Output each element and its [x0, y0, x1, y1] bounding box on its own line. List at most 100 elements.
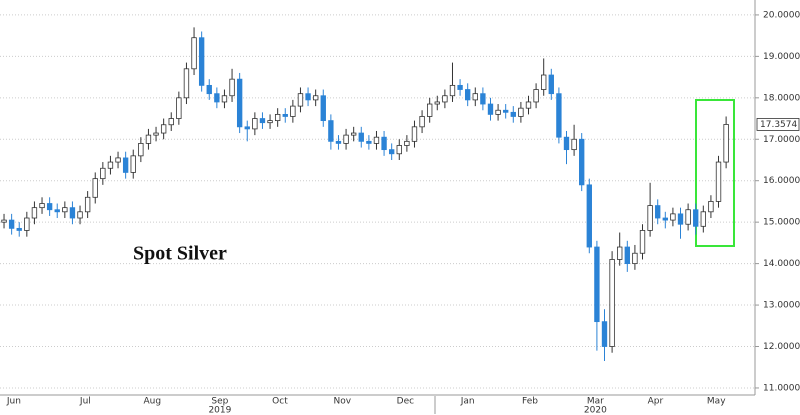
candle-body	[563, 136, 570, 151]
candle-body	[206, 84, 212, 95]
annotation: Spot Silver	[133, 243, 227, 265]
year-label: 2019	[208, 406, 231, 415]
candle-body	[723, 124, 729, 163]
candle-body	[358, 132, 364, 142]
candle-body	[31, 207, 38, 219]
candle-body	[46, 203, 53, 211]
candle-body	[320, 95, 326, 122]
candle-body	[343, 134, 349, 144]
candle-body	[449, 84, 456, 97]
candle-body	[229, 78, 235, 97]
candle-body	[586, 184, 592, 248]
last-value-box	[756, 118, 800, 131]
candle-body	[130, 155, 136, 173]
y-tick-label: 11.0000	[763, 383, 800, 393]
last-value-label: 17.3574	[760, 120, 797, 130]
candle-body	[670, 213, 676, 221]
candle-body	[138, 143, 144, 157]
candle-body	[632, 252, 638, 265]
candle-body	[176, 97, 182, 119]
y-tick-label: 12.0000	[763, 342, 800, 352]
x-tick-label: Dec	[397, 397, 414, 407]
candle-body	[350, 132, 357, 136]
candle-body	[328, 120, 334, 142]
y-tick-label: 16.0000	[763, 176, 800, 186]
candle-body	[92, 178, 98, 198]
candle-body	[153, 132, 159, 136]
candle-body	[274, 113, 281, 122]
candle-body	[221, 95, 228, 103]
candle-body	[77, 211, 83, 219]
candle-body	[548, 74, 554, 95]
y-tick-label: 17.0000	[763, 135, 800, 145]
x-tick-label: Jun	[6, 397, 21, 407]
candle-body	[191, 37, 197, 70]
candle-body	[503, 109, 509, 113]
candle-body	[442, 95, 448, 103]
candle-body	[305, 93, 311, 101]
y-tick-label: 15.0000	[763, 218, 800, 228]
x-tick-label: Apr	[648, 397, 664, 407]
candle-body	[168, 118, 174, 126]
candle-body	[259, 118, 266, 124]
candle-body	[662, 217, 668, 221]
candle-body	[693, 209, 699, 227]
candle-body	[525, 101, 532, 109]
candle-body	[388, 149, 395, 155]
x-tick-label: Jul	[79, 397, 91, 407]
x-tick-label: Oct	[272, 397, 288, 407]
candle-body	[69, 207, 76, 219]
candle-body	[373, 136, 380, 144]
candle-body	[381, 136, 387, 151]
candle-body	[419, 116, 425, 128]
candle-body	[533, 89, 539, 103]
x-tick-label: Mar	[587, 397, 604, 407]
candle-body	[160, 124, 167, 134]
candle-body	[541, 74, 547, 90]
candle-body	[366, 140, 372, 144]
grid	[0, 14, 755, 389]
candle-body	[54, 209, 60, 213]
candle-body	[244, 126, 250, 130]
candle-body	[267, 120, 273, 124]
candle-body	[647, 205, 653, 231]
candle-body	[495, 109, 501, 115]
candle-body	[312, 95, 319, 101]
candle-body	[411, 126, 418, 142]
candle-body	[39, 203, 45, 209]
candle-body	[624, 246, 630, 265]
candle-body	[183, 68, 190, 99]
candle-body	[122, 157, 129, 173]
candle-body	[396, 145, 402, 155]
candle-body	[617, 246, 623, 260]
candle-body	[685, 209, 691, 225]
candle-body	[480, 93, 486, 105]
candle-body	[715, 161, 722, 202]
x-tick-label: Aug	[143, 397, 161, 407]
highlight-box	[695, 99, 735, 247]
candle-body	[107, 161, 114, 169]
x-tick-label: Feb	[522, 397, 538, 407]
y-tick-label: 13.0000	[763, 301, 800, 311]
candle-body	[601, 321, 608, 347]
candle-body	[434, 101, 440, 105]
candle-body	[236, 78, 243, 128]
candle-body	[16, 227, 22, 231]
candle-body	[297, 93, 304, 107]
y-tick-label: 19.0000	[763, 52, 800, 62]
candle-body	[100, 167, 106, 180]
candle-body	[84, 196, 91, 213]
candle-body	[290, 105, 296, 117]
x-tick-label: Nov	[333, 397, 351, 407]
candle-body	[472, 93, 478, 101]
x-tick-label: Sep	[211, 397, 228, 407]
candle-body	[594, 246, 600, 323]
candle-body	[62, 207, 68, 213]
year-label: 2020	[584, 406, 607, 415]
candle-body	[571, 138, 577, 151]
candle-body	[1, 219, 7, 223]
candle-body	[427, 103, 433, 117]
candle-body	[708, 201, 714, 213]
candle-body	[639, 230, 646, 254]
candle-body	[510, 111, 516, 117]
